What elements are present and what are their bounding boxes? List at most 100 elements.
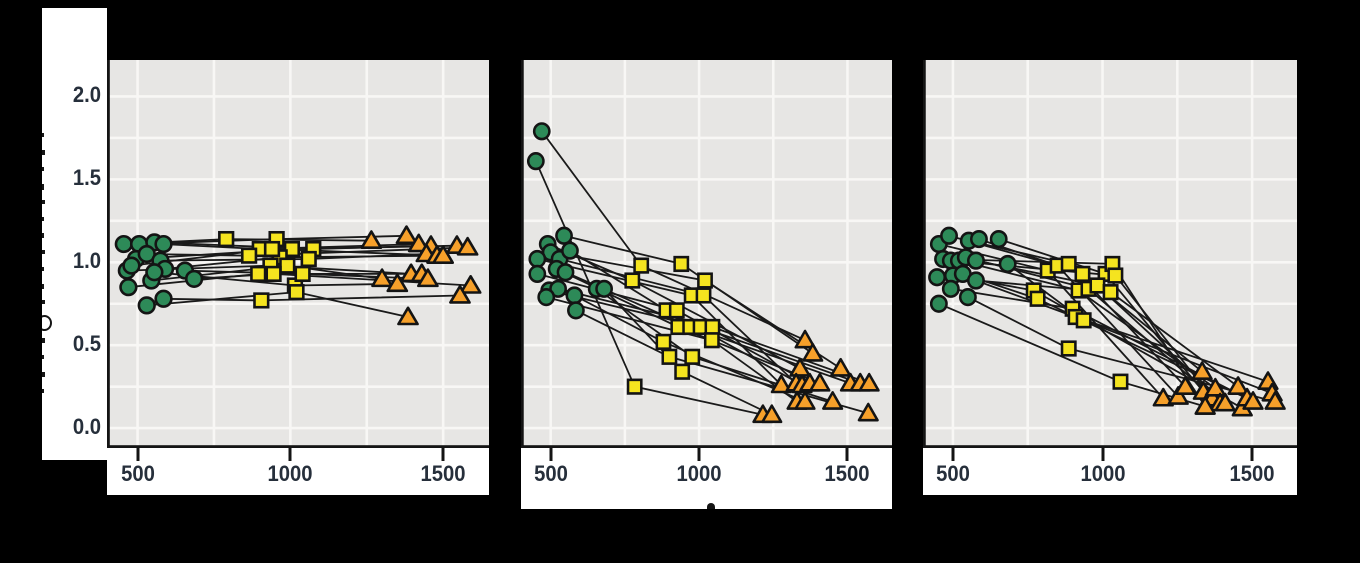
y-axis-label-fragment: [42, 300, 45, 304]
yellow-square-marker: [283, 240, 301, 258]
orange-triangle-marker: [1264, 391, 1286, 410]
y-axis-label-fragment: [42, 133, 44, 137]
x-axis-title-glyph-fragment: [706, 503, 715, 509]
yellow-square-marker: [703, 332, 720, 349]
yellow-square-marker: [294, 265, 311, 282]
green-circle-marker: [958, 288, 977, 307]
yellow-square-marker: [674, 363, 691, 380]
orange-triangle-marker: [395, 225, 418, 245]
orange-triangle-marker: [761, 404, 783, 424]
y-axis-label-fragment: [42, 355, 44, 359]
x-tick-label: 1500: [824, 461, 870, 486]
green-circle-marker: [555, 226, 573, 245]
green-circle-marker: [929, 294, 948, 313]
x-tick-label: 500: [936, 461, 970, 486]
orange-triangle-marker: [407, 233, 430, 253]
green-circle-marker: [184, 269, 204, 288]
orange-triangle-marker: [1227, 376, 1249, 395]
y-axis-label-fragment: [42, 184, 44, 190]
plot-area-right: [923, 60, 1297, 448]
y-tick-label: 0.0: [72, 414, 101, 439]
orange-triangle-marker: [459, 275, 482, 294]
orange-triangle-marker: [360, 230, 383, 250]
y-axis-label-fragment: [42, 167, 44, 171]
y-axis-label-fragment: [42, 389, 44, 393]
yellow-square-marker: [697, 272, 713, 289]
left-axis-spine: [521, 60, 524, 448]
yellow-square-marker: [300, 250, 317, 268]
yellow-square-marker: [250, 265, 267, 282]
green-circle-marker: [549, 279, 567, 298]
x-tick-mark: [441, 448, 445, 461]
green-circle-marker: [967, 251, 985, 270]
y-axis-label-fragment: [42, 338, 45, 343]
x-tick-label: 1500: [1229, 461, 1275, 486]
yellow-square-marker: [668, 302, 685, 319]
green-circle-marker: [114, 234, 133, 254]
x-tick-label: 500: [533, 461, 568, 486]
left-axis-spine: [923, 60, 926, 448]
y-axis-label-fragment: [42, 284, 44, 289]
y-tick-label: 0.5: [72, 331, 101, 356]
x-tick-mark: [136, 448, 140, 461]
orange-triangle-marker: [822, 391, 844, 410]
orange-triangle-marker: [1152, 387, 1174, 407]
panel-left: 500 1000 1500: [107, 60, 489, 495]
x-tick-mark: [549, 448, 553, 461]
yellow-square-marker: [626, 378, 643, 395]
green-circle-marker: [556, 263, 575, 282]
x-axis-strip-left: 500 1000 1500: [107, 448, 489, 495]
orange-triangle-marker: [1191, 361, 1213, 381]
green-circle-marker: [941, 279, 960, 298]
x-tick-mark: [1250, 448, 1254, 461]
orange-triangle-marker: [794, 391, 816, 410]
x-tick-label: 1000: [676, 461, 722, 486]
yellow-square-marker: [253, 292, 270, 309]
x-tick-label: 500: [120, 461, 155, 486]
green-circle-marker: [154, 289, 173, 308]
green-circle-marker: [998, 254, 1017, 274]
green-circle-marker: [537, 288, 556, 307]
green-circle-marker: [928, 268, 947, 287]
orange-triangle-marker: [794, 329, 816, 349]
x-tick-mark: [288, 448, 292, 461]
yellow-square-marker: [661, 348, 678, 365]
orange-triangle-marker: [1174, 376, 1197, 395]
y-axis-label-fragment: [42, 372, 45, 377]
orange-triangle-marker: [449, 284, 471, 304]
yellow-square-marker: [288, 284, 305, 301]
y-axis-label-strip: 2.0 1.5 1.0 0.5 0.0: [42, 8, 107, 460]
green-circle-marker: [532, 122, 551, 141]
yellow-square-marker: [673, 255, 690, 273]
yellow-square-marker: [704, 318, 721, 336]
panel-middle: 500 1000 1500: [521, 60, 892, 509]
orange-triangle-marker: [1214, 392, 1236, 412]
green-circle-marker: [567, 301, 585, 320]
orange-triangle-marker: [809, 372, 831, 392]
orange-triangle-marker: [371, 268, 393, 288]
orange-triangle-marker: [397, 306, 419, 326]
y-tick-label: 2.0: [72, 82, 101, 107]
orange-triangle-marker: [432, 245, 455, 264]
y-tick-label: 1.5: [72, 165, 101, 190]
orange-triangle-marker: [857, 402, 879, 422]
orange-triangle-marker: [858, 372, 880, 392]
green-circle-marker: [989, 229, 1008, 249]
yellow-square-marker: [1029, 290, 1046, 307]
yellow-square-marker: [1060, 255, 1077, 273]
yellow-square-marker: [265, 265, 282, 282]
y-axis-label-fragment: [42, 200, 45, 204]
bottom-axis-spine: [521, 445, 892, 448]
plot-area-left: [107, 60, 489, 448]
plot-area-middle: [521, 60, 892, 448]
y-axis-label-fragment: [42, 233, 44, 238]
x-tick-mark: [845, 448, 849, 461]
green-circle-marker: [595, 279, 613, 298]
green-circle-marker: [526, 152, 545, 171]
green-circle-marker: [119, 278, 138, 297]
yellow-square-marker: [633, 257, 650, 274]
panel-right: 500 1000 1500: [923, 60, 1297, 495]
y-tick-label: 1.0: [72, 248, 101, 273]
orange-triangle-marker: [1242, 391, 1264, 410]
